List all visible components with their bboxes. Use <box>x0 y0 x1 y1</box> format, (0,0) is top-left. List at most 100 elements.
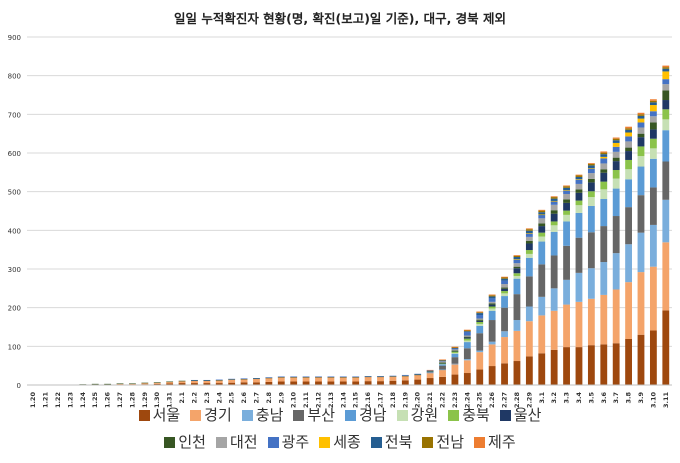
bar-segment <box>426 369 434 371</box>
bar-segment <box>215 379 223 381</box>
bar-segment <box>439 359 446 361</box>
bar-segment <box>302 381 310 385</box>
bar-segment <box>637 195 645 233</box>
bar-segment <box>538 209 546 211</box>
bar-segment <box>513 255 521 258</box>
bar-segment <box>513 320 521 331</box>
bar-segment <box>637 137 645 147</box>
bar-segment <box>649 105 657 112</box>
bar-segment <box>352 376 360 378</box>
bar-segment <box>476 313 484 316</box>
bar-segment <box>451 374 459 385</box>
bar-segment <box>488 304 496 307</box>
bar-segment <box>625 169 632 180</box>
x-tick-label: 3.3 <box>563 392 571 404</box>
bar-segment <box>575 174 583 176</box>
bar-segment <box>600 158 608 164</box>
bar-segment <box>550 255 558 289</box>
bar-segment <box>488 295 496 297</box>
legend-label: 세종 <box>333 433 361 451</box>
bar-segment <box>538 226 546 233</box>
x-tick-label: 3.4 <box>575 392 583 404</box>
bar-segment <box>525 230 533 234</box>
bar-segment <box>550 198 558 201</box>
legend-swatch <box>345 410 356 421</box>
x-tick-label: 2.3 <box>203 392 211 404</box>
bar-segment <box>476 325 484 334</box>
legend-label: 전남 <box>436 433 465 451</box>
bar-segment <box>166 383 174 385</box>
y-tick-label: 900 <box>8 34 21 42</box>
bar-segment <box>625 136 632 142</box>
bar-segment <box>649 187 657 225</box>
legend-item: 경기 <box>190 404 232 425</box>
bar-segment <box>439 360 446 361</box>
bar-segment <box>525 276 533 307</box>
bar-segment <box>129 383 136 385</box>
bar-segment <box>600 151 608 153</box>
bar-segment <box>91 383 99 385</box>
x-tick-label: 2.20 <box>414 392 422 409</box>
bar-segment <box>265 381 273 385</box>
bar-segment <box>662 100 670 110</box>
bar-segment <box>191 380 198 384</box>
x-tick-label: 2.6 <box>240 392 248 404</box>
legend-swatch <box>499 410 511 421</box>
bar-segment <box>389 376 397 377</box>
bar-segment <box>612 161 620 171</box>
bar-segment <box>451 348 459 350</box>
bar-segment <box>649 158 657 188</box>
x-tick-label: 1.25 <box>91 392 99 409</box>
bar-segment <box>649 122 657 130</box>
bar-segment <box>302 377 310 382</box>
bar-segment <box>538 353 546 385</box>
bar-segment <box>426 370 434 372</box>
bar-segment <box>401 375 409 377</box>
bar-segment <box>600 169 608 173</box>
bar-segment <box>302 376 310 378</box>
bar-segment <box>463 340 471 343</box>
bar-segment <box>228 382 236 385</box>
bar-segment <box>228 378 236 380</box>
legend-label: 서울 <box>152 406 181 424</box>
bar-segment <box>538 264 546 297</box>
bar-segment <box>538 315 546 354</box>
bar-segment <box>637 118 645 123</box>
bar-segment <box>525 233 533 234</box>
bar-segment <box>401 376 409 381</box>
bar-segment <box>538 214 546 216</box>
bar-segment <box>662 242 670 311</box>
bar-segment <box>476 318 484 320</box>
bar-segment <box>476 320 484 322</box>
x-tick-label: 3.1 <box>538 392 546 404</box>
bar-segment <box>401 380 409 385</box>
bar-segment <box>563 214 570 222</box>
bar-segment <box>662 90 670 101</box>
bar-segment <box>463 329 471 331</box>
bar-segment <box>488 294 496 296</box>
bar-segment <box>525 229 533 231</box>
bar-segment <box>501 276 508 278</box>
bar-segment <box>637 146 645 157</box>
x-tick-label: 2.4 <box>215 392 223 404</box>
bar-segment <box>339 377 347 382</box>
bar-segment <box>575 179 583 184</box>
bar-segment <box>587 163 595 166</box>
bar-segment <box>488 298 496 302</box>
bar-segment <box>649 129 657 139</box>
y-tick-label: 400 <box>8 227 21 235</box>
bar-segment <box>501 291 508 294</box>
bar-segment <box>463 360 471 374</box>
bar-segment <box>587 197 595 206</box>
legend-item: 서울 <box>138 404 181 425</box>
x-tick-label: 1.21 <box>42 392 50 409</box>
bar-segment <box>463 338 471 341</box>
bar-segment <box>389 375 397 377</box>
bar-segment <box>538 214 546 219</box>
bar-segment <box>191 383 198 385</box>
bar-segment <box>501 337 508 364</box>
bar-segment <box>439 363 446 364</box>
bar-segment <box>563 279 570 305</box>
bar-segment <box>563 245 570 280</box>
bar-segment <box>240 379 248 383</box>
